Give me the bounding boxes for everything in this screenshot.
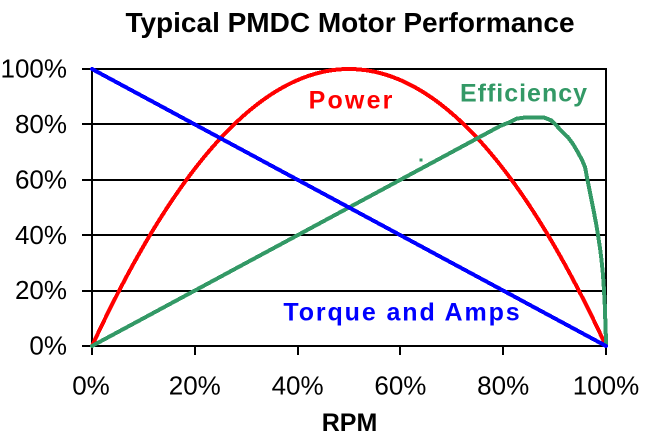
svg-text:0%: 0%	[72, 371, 110, 401]
svg-text:100%: 100%	[1, 54, 68, 84]
svg-text:0%: 0%	[29, 331, 67, 361]
svg-text:20%: 20%	[15, 275, 67, 305]
svg-text:Typical PMDC Motor Performance: Typical PMDC Motor Performance	[125, 7, 574, 38]
svg-text:60%: 60%	[374, 371, 426, 401]
svg-text:100%: 100%	[573, 371, 640, 401]
svg-text:Power: Power	[309, 87, 395, 115]
svg-text:40%: 40%	[15, 220, 67, 250]
svg-text:RPM: RPM	[322, 409, 378, 437]
svg-text:60%: 60%	[15, 164, 67, 194]
svg-text:40%: 40%	[272, 371, 324, 401]
svg-text:20%: 20%	[169, 371, 221, 401]
svg-text:Torque and Amps: Torque and Amps	[283, 299, 521, 327]
svg-text:80%: 80%	[477, 371, 529, 401]
svg-text:Efficiency: Efficiency	[460, 80, 588, 108]
svg-text:80%: 80%	[15, 109, 67, 139]
